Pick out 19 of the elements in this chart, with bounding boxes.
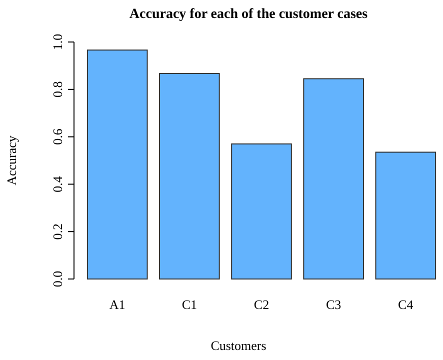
x-tick-label: A1 — [109, 297, 126, 312]
bar — [231, 143, 292, 280]
y-tick-label: 0.4 — [50, 176, 65, 192]
y-tick-label: 0.0 — [50, 270, 65, 288]
y-tick-label: 1.0 — [50, 34, 65, 50]
bar — [303, 78, 364, 280]
y-axis-title: Accuracy — [4, 135, 19, 186]
x-tick-label: C3 — [326, 297, 342, 312]
bar — [375, 152, 436, 280]
bar — [86, 50, 148, 280]
x-tick-label: C2 — [254, 297, 270, 312]
y-tick-label: 0.6 — [50, 128, 65, 145]
chart-title: Accuracy for each of the customer cases — [129, 7, 368, 22]
x-tick-label: C1 — [182, 297, 198, 312]
y-tick-label: 0.8 — [50, 81, 65, 98]
y-tick-label: 0.2 — [50, 223, 65, 240]
x-axis-title: Customers — [210, 338, 266, 353]
x-tick-label: C4 — [398, 297, 414, 312]
bar — [159, 73, 220, 280]
